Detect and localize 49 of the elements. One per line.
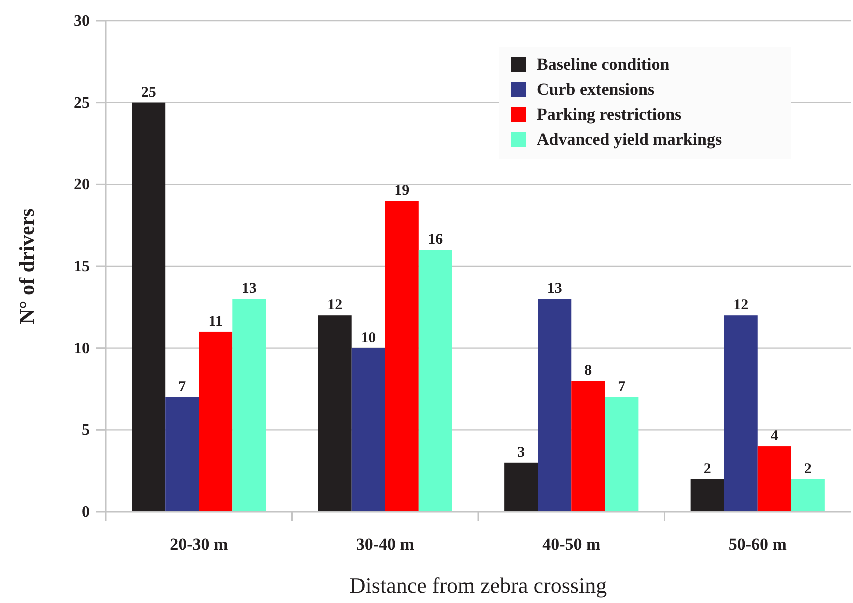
bar	[232, 299, 266, 512]
bar	[758, 446, 792, 512]
data-label: 25	[141, 84, 156, 101]
data-label: 12	[328, 298, 343, 314]
legend-label: Baseline condition	[537, 55, 670, 74]
legend-label: Parking restrictions	[537, 105, 682, 124]
y-tick-label: 20	[74, 176, 90, 194]
bar	[690, 479, 724, 512]
data-label: 11	[208, 314, 223, 330]
y-tick-label: 5	[82, 422, 90, 440]
data-label: 10	[361, 330, 376, 346]
data-label: 16	[428, 232, 444, 248]
data-label: 13	[242, 281, 257, 298]
data-label: 2	[804, 461, 812, 478]
bar	[166, 397, 200, 512]
bar	[352, 348, 386, 512]
y-tick-label: 30	[74, 13, 90, 30]
data-label: 19	[394, 183, 410, 200]
data-label: 7	[178, 379, 187, 396]
bar	[132, 102, 166, 512]
data-label: 13	[547, 281, 562, 298]
y-tick-label: 25	[74, 94, 90, 112]
y-tick-label: 0	[82, 504, 90, 521]
x-tick-label: 40-50 m	[542, 535, 601, 554]
bar	[791, 479, 825, 512]
bar	[724, 316, 758, 512]
y-tick-label: 10	[74, 340, 90, 358]
x-tick-label: 20-30 m	[170, 535, 228, 554]
data-label: 4	[770, 428, 779, 445]
bar	[572, 381, 606, 512]
data-label: 7	[618, 379, 626, 396]
bar	[538, 299, 572, 512]
data-label: 8	[584, 363, 592, 380]
legend-label: Advanced yield markings	[537, 130, 723, 149]
y-axis-title: N° of drivers	[15, 208, 39, 324]
bar	[385, 201, 419, 512]
bar	[318, 316, 352, 512]
x-tick-label: 50-60 m	[728, 535, 787, 554]
legend-label: Curb extensions	[537, 80, 655, 99]
data-label: 12	[734, 298, 749, 314]
bar	[605, 397, 639, 512]
bar	[504, 462, 538, 512]
x-axis-title: Distance from zebra crossing	[350, 573, 608, 598]
y-tick-label: 15	[74, 258, 90, 276]
bar	[418, 250, 452, 512]
bar	[199, 332, 233, 512]
data-label: 3	[518, 444, 526, 461]
data-label: 2	[704, 461, 712, 478]
x-tick-label: 30-40 m	[356, 535, 414, 554]
